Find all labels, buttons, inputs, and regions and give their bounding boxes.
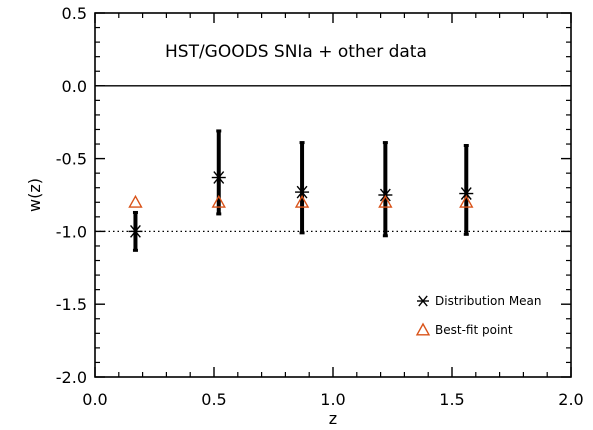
x-tick-label: 1.5 [439,390,464,409]
legend-label-best-fit-point: Best-fit point [435,323,513,337]
error-bar-cap [216,129,222,133]
y-tick-label: -2.0 [56,368,87,387]
data-point-best-fit [211,194,226,208]
error-bar-cap [299,231,305,235]
asterisk-stroke [460,187,472,200]
axis-ticks [94,12,572,378]
asterisk-stroke [130,225,141,238]
data-point-best-fit [128,194,143,208]
data-point-distribution-mean [295,185,310,199]
y-tick-label: -1.5 [56,295,87,314]
axis-tick-labels: 0.0 0.5 1.0 1.5 2.0 -2.0 -1.5 -1.0 -0.5 0.0 0.5 [56,4,584,409]
error-bar-cap [382,141,388,145]
legend-marker-distribution-mean [417,295,429,307]
asterisk-stroke [418,295,428,307]
legend: Distribution Mean Best-fit point [415,294,542,337]
y-tick-label: -0.5 [56,150,87,169]
x-axis-label: z [329,409,337,428]
asterisk-stroke [296,185,308,199]
x-tick-label: 0.0 [82,390,107,409]
error-bar-cap [382,234,388,238]
legend-marker-best-fit-point [415,322,431,336]
y-tick-label: -1.0 [56,222,87,241]
y-tick-label: 0.0 [62,77,87,96]
data-point-best-fit [459,194,474,208]
x-tick-label: 2.0 [558,390,583,409]
data-point-distribution-mean [459,187,474,200]
y-axis-label: w(z) [25,178,44,212]
legend-asterisk-marker [417,295,429,307]
x-tick-label: 1.0 [320,390,345,409]
asterisk-stroke [213,171,225,184]
annotation-text: HST/GOODS SNIa + other data [165,42,427,62]
error-bar-cap [216,212,222,216]
error-bar-cap [463,143,469,147]
data-point-best-fit [378,194,393,208]
error-bar-cap [132,210,138,214]
y-tick-label: 0.5 [62,4,87,23]
error-bar-cap [463,232,469,236]
x-tick-label: 0.5 [201,390,226,409]
error-bars [132,129,469,252]
legend-triangle-marker [415,322,431,336]
data-point-best-fit [294,194,310,208]
data-markers [128,171,474,238]
error-bar-cap [132,248,138,252]
legend-label-distribution-mean: Distribution Mean [435,294,542,308]
data-point-distribution-mean [211,171,226,184]
reference-lines [95,85,571,232]
data-point-distribution-mean [128,225,143,238]
error-bar-cap [299,141,305,145]
